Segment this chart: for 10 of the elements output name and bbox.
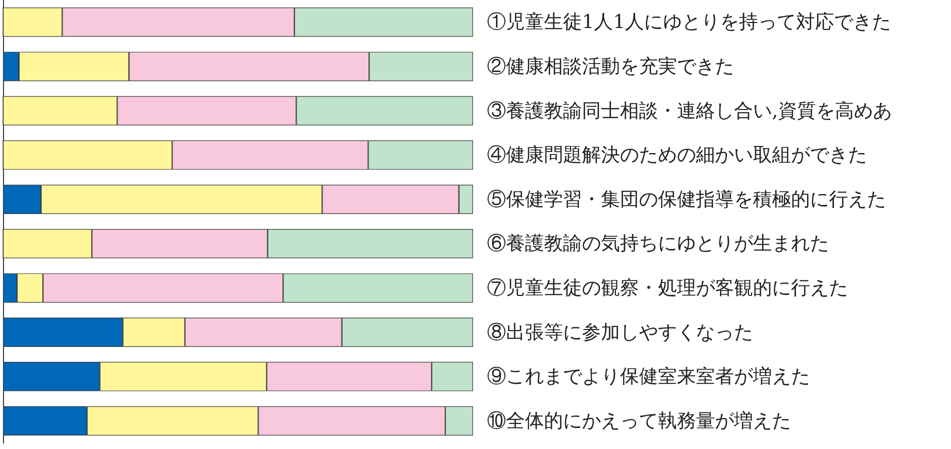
y-tick-label: ⑩全体的にかえって執務量が増えた (487, 410, 791, 432)
y-tick-label: ⑤保健学習・集団の保健指導を積極的に行えた (487, 188, 886, 210)
y-tick-label: ⑥養護教諭の気持ちにゆとりが生まれた (487, 232, 829, 255)
y-tick-label: ②健康相談活動を充実できた (487, 55, 734, 78)
y-tick-label: ①児童生徒1人1人にゆとりを持って対応できた (487, 11, 892, 34)
y-tick-label: ⑨これまでより保健室来室者が増えた (487, 366, 810, 388)
y-tick-label: ⑦児童生徒の観察・処理が客観的に行えた (487, 276, 848, 299)
y-tick-label: ⑧出張等に参加しやすくなった (487, 321, 753, 344)
y-tick-label: ③養護教諭同士相談・連絡し合い,資質を高めあ (487, 100, 892, 122)
y-tick-label: ④健康問題解決のための細かい取組ができた (487, 144, 867, 166)
